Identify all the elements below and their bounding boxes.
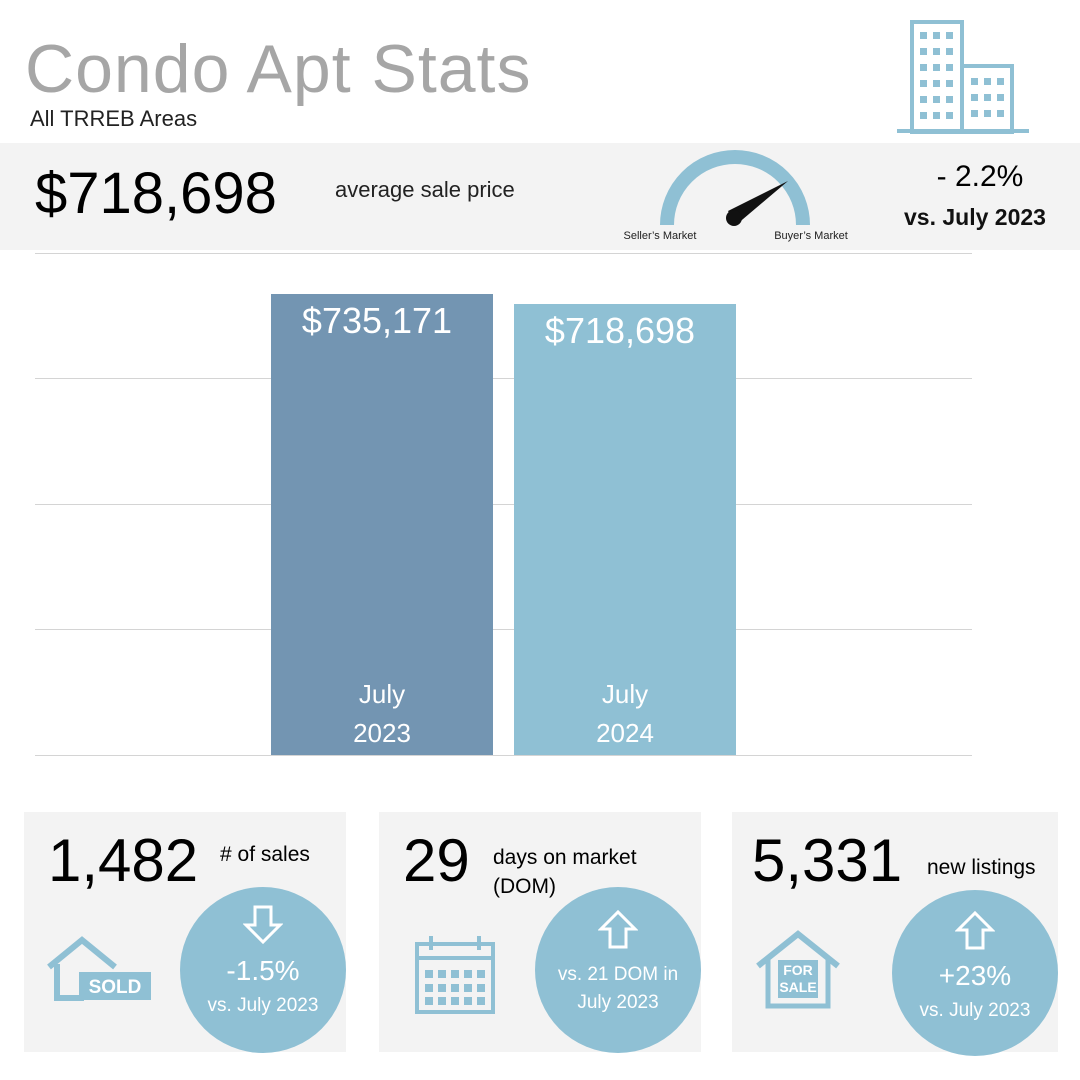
change-circle: vs. 21 DOM in July 2023: [535, 887, 701, 1053]
category-label: July 2024: [596, 679, 654, 748]
down-arrow: [243, 905, 283, 945]
subtitle: All TRREB Areas: [30, 106, 198, 131]
card-change: -1.5%: [226, 955, 300, 986]
grid-line: [35, 378, 972, 379]
change-circle: -1.5% vs. July 2023: [180, 887, 346, 1053]
gauge-right-label: Buyer’s Market: [774, 230, 848, 242]
card-comparison: vs. 21 DOM in July 2023: [557, 964, 679, 1013]
bar: [514, 304, 736, 755]
card-comparison: vs. July 2023: [919, 1000, 1031, 1021]
calendar-icon: [415, 936, 495, 1014]
summary-label: average sale price: [335, 177, 515, 202]
grid-line: [35, 629, 972, 630]
bar: [271, 293, 493, 755]
title: Condo Apt Stats: [25, 31, 532, 107]
change-circle: +23% vs. July 2023: [892, 890, 1058, 1056]
sold-icon: SOLD: [47, 936, 151, 1001]
summary-change: - 2.2%: [936, 160, 1024, 193]
card-change: +23%: [938, 960, 1012, 991]
card-label: days on market (DOM): [493, 846, 637, 898]
card-comparison: vs. July 2023: [207, 995, 319, 1016]
grid-line: [35, 252, 972, 254]
up-arrow: [955, 910, 995, 950]
value-label: $718,698: [544, 310, 696, 352]
card-value: 1,482: [48, 827, 199, 894]
summary-comparison: vs. July 2023: [904, 204, 1046, 230]
chart: $735,171 July 2023 $718,698 July 2024: [35, 252, 972, 756]
card-value: 5,331: [752, 827, 903, 894]
building-icon: [897, 20, 1029, 134]
card-label: # of sales: [220, 843, 310, 866]
gauge: Seller’s Market Buyer’s Market: [624, 150, 848, 242]
icon-text: FOR SALE: [779, 962, 817, 995]
icon-text: SOLD: [89, 977, 142, 998]
for-sale-icon: FOR SALE: [756, 930, 840, 1009]
gauge-left-label: Seller’s Market: [624, 230, 697, 242]
value-label: $735,171: [301, 299, 453, 341]
card-value: 29: [403, 827, 470, 894]
summary-band: [0, 143, 1080, 250]
up-arrow: [598, 909, 638, 949]
summary-value: $718,698: [35, 161, 277, 226]
category-label: July 2023: [353, 679, 411, 748]
grid-line: [35, 754, 972, 756]
grid-line: [35, 503, 972, 505]
card-label: new listings: [927, 856, 1036, 879]
